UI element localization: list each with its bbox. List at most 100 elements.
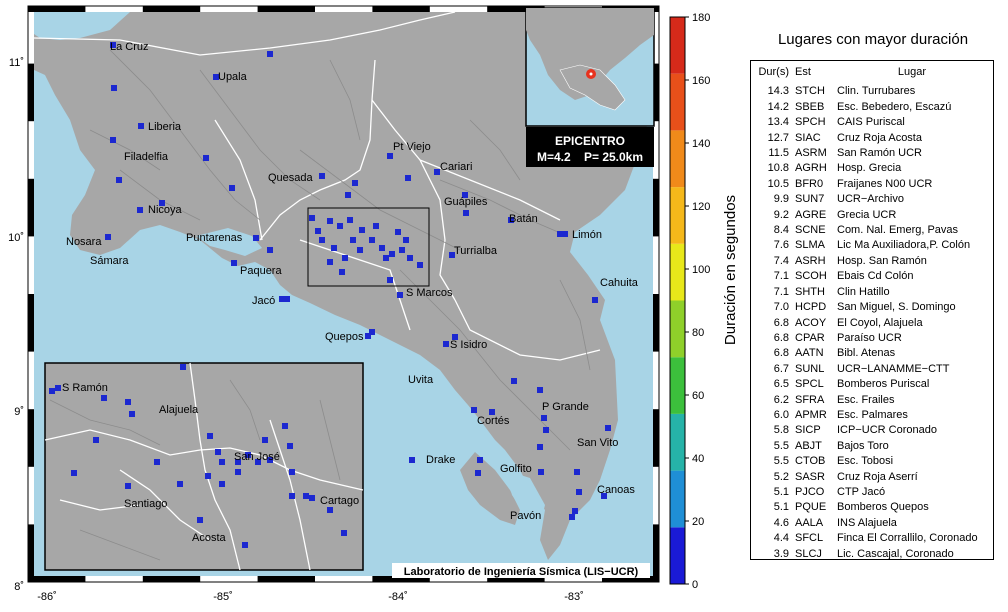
cell-dur: 4.6 xyxy=(773,516,789,529)
cell-dur: 6.8 xyxy=(773,331,789,344)
city-labels: La Cruz Upala Liberia Filadelfia Nicoya Nosar… xyxy=(66,41,639,522)
zoom-region-box xyxy=(307,207,430,287)
cell-dur: 9.9 xyxy=(773,193,789,206)
cell-dur: 7.1 xyxy=(773,285,789,298)
table-row: 7.1 SCOH Ebais Cd Colón xyxy=(757,269,987,284)
station-marker xyxy=(409,457,415,463)
cell-est: CTOB xyxy=(795,455,826,468)
station-marker xyxy=(111,85,117,91)
table-row: 11.5 ASRM San Ramón UCR xyxy=(757,146,987,161)
cell-dur: 7.6 xyxy=(773,239,789,252)
cell-est: ABJT xyxy=(795,439,822,452)
station-marker xyxy=(203,155,209,161)
epicenter-label: EPICENTRO xyxy=(555,134,625,148)
table-row: 9.2 AGRE Grecia UCR xyxy=(757,208,987,223)
cell-est: SLMA xyxy=(795,239,825,252)
city-label: Cortés xyxy=(477,415,510,427)
station-marker xyxy=(180,364,186,370)
station-marker xyxy=(574,469,580,475)
cell-est: ASRH xyxy=(795,254,826,267)
city-label: P Grande xyxy=(542,401,589,413)
station-marker xyxy=(337,223,343,229)
colorbar-tick-label: 100 xyxy=(692,264,710,276)
table-row: 6.8 AATN Bibl. Atenas xyxy=(757,346,987,361)
colorbar-tick-label: 80 xyxy=(692,327,704,339)
station-marker xyxy=(387,153,393,159)
table-row: 6.0 APMR Esc. Palmares xyxy=(757,408,987,423)
stations-main xyxy=(105,42,611,520)
station-marker xyxy=(319,237,325,243)
colorbar-tick-label: 160 xyxy=(692,75,710,87)
station-marker xyxy=(331,245,337,251)
cell-lugar: Clin. Turrubares xyxy=(837,85,916,98)
station-marker xyxy=(477,457,483,463)
station-marker xyxy=(572,508,578,514)
cell-est: CPAR xyxy=(795,331,825,344)
cell-lugar: Grecia UCR xyxy=(837,208,897,221)
colorbar-tick-label: 40 xyxy=(692,453,704,465)
station-marker xyxy=(508,217,514,223)
station-marker xyxy=(369,329,375,335)
lon-tick-label: -86˚ xyxy=(37,591,57,603)
epicenter-info: M=4.2 P= 25.0km xyxy=(537,150,643,164)
colorbar-segment xyxy=(670,413,685,471)
cell-est: STCH xyxy=(795,85,825,98)
city-label: Puntarenas xyxy=(186,232,243,244)
station-marker xyxy=(319,173,325,179)
station-marker xyxy=(231,260,237,266)
duration-table: Dur(s) Est Lugar 14.3 STCH Clin. Turrubare… xyxy=(750,60,994,560)
cell-dur: 5.1 xyxy=(773,501,789,514)
table-row: 7.4 ASRH Hosp. San Ramón xyxy=(757,254,987,269)
station-marker xyxy=(350,237,356,243)
colorbar-segment xyxy=(670,17,685,74)
station-marker xyxy=(253,235,259,241)
cell-est: PQUE xyxy=(795,501,827,514)
cell-lugar: Com. Nal. Emerg, Pavas xyxy=(837,224,959,237)
station-marker xyxy=(110,42,116,48)
inset-city-label: Santiago xyxy=(124,498,167,510)
station-marker xyxy=(359,227,365,233)
lat-tick-label: 10˚ xyxy=(8,232,24,244)
golfo-dulce xyxy=(505,470,545,525)
map-figure: S Ramón Alajuela San José Santiago Cartago Ac… xyxy=(8,5,739,603)
cell-est: SIAC xyxy=(795,131,821,144)
cell-lugar: El Coyol, Alajuela xyxy=(837,316,923,329)
table-row: 5.5 ABJT Bajos Toro xyxy=(757,439,987,454)
station-marker xyxy=(463,210,469,216)
station-marker xyxy=(242,542,248,548)
city-label: San Vito xyxy=(577,437,618,449)
station-marker xyxy=(207,433,213,439)
city-label: Liberia xyxy=(148,121,182,133)
station-marker xyxy=(557,231,563,237)
cell-est: PJCO xyxy=(795,485,825,498)
cell-est: SFRA xyxy=(795,393,825,406)
colorbar-segment xyxy=(670,73,685,131)
city-label: S Isidro xyxy=(450,339,487,351)
station-marker xyxy=(315,228,321,234)
station-marker xyxy=(339,269,345,275)
colorbar-segment xyxy=(670,470,685,528)
station-marker xyxy=(489,409,495,415)
cell-lugar: Bomberos Puriscal xyxy=(837,378,930,391)
cell-dur: 5.5 xyxy=(773,455,789,468)
table-row: 12.7 SIAC Cruz Roja Acosta xyxy=(757,131,987,146)
inset-city-label: S Ramón xyxy=(62,382,108,394)
station-marker xyxy=(219,459,225,465)
cell-lugar: Lic Ma Auxiliadora,P. Colón xyxy=(837,239,971,252)
station-marker xyxy=(235,459,241,465)
cell-est: HCPD xyxy=(795,301,827,314)
colorbar-segment xyxy=(670,243,685,301)
city-label: Nicoya xyxy=(148,204,183,216)
table-row: 5.1 PQUE Bomberos Quepos xyxy=(757,500,987,515)
cell-est: BFR0 xyxy=(795,177,824,190)
cell-lugar: Bibl. Atenas xyxy=(837,347,896,360)
inset-roads xyxy=(49,379,341,561)
station-marker xyxy=(105,234,111,240)
credit-text: Laboratorio de Ingeniería Sísmica (LIS−U… xyxy=(404,566,639,578)
city-label: Pavón xyxy=(510,510,541,522)
table-row: 13.4 SPCH CAIS Puriscal xyxy=(757,115,987,130)
station-marker xyxy=(154,459,160,465)
station-marker xyxy=(55,385,61,391)
station-marker xyxy=(373,223,379,229)
station-marker xyxy=(417,262,423,268)
